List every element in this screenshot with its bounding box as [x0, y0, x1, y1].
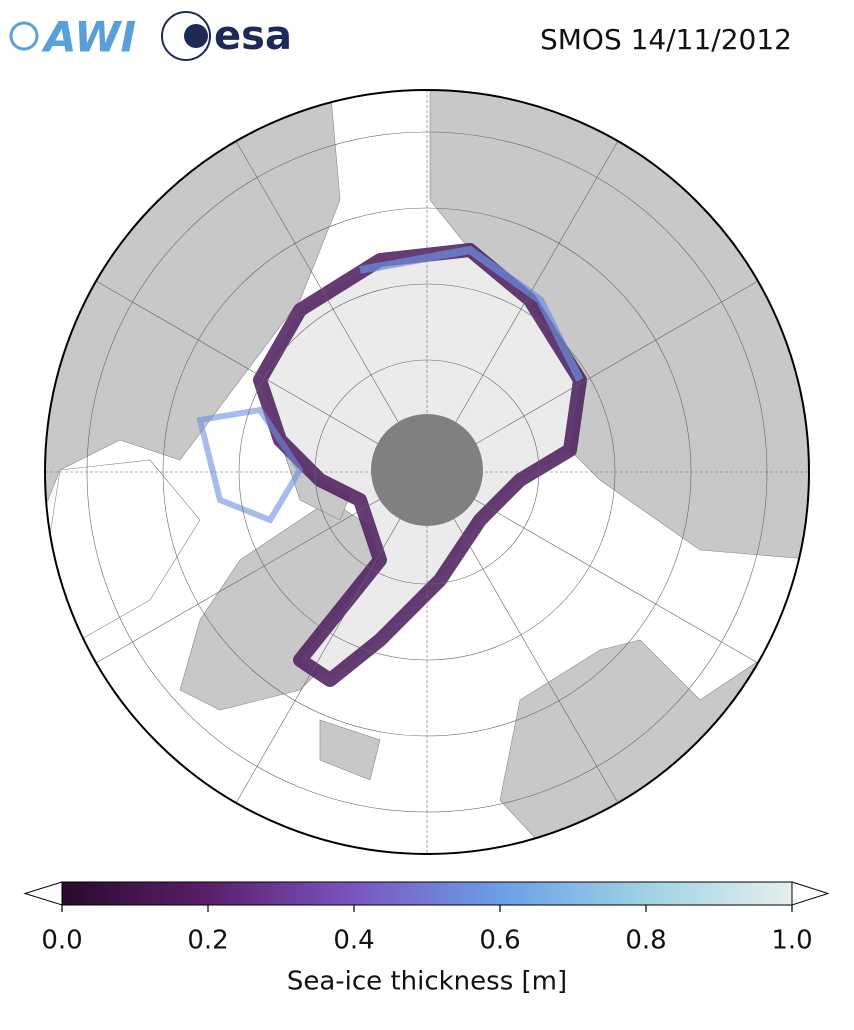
title: SMOS 14/11/2012: [540, 23, 792, 56]
map: [45, 90, 809, 854]
colorbar-scale: [61, 881, 793, 906]
colorbar-tick-label: 0.0: [41, 926, 82, 956]
map-border: [44, 89, 810, 855]
colorbar-tick-label: 0.4: [333, 926, 374, 956]
colorbar-tick-label: 0.2: [187, 926, 228, 956]
colorbar: [23, 881, 830, 912]
awi-logo: AWI: [9, 13, 136, 62]
awi-logo-text: AWI: [41, 13, 136, 62]
colorbar-label: Sea-ice thickness [m]: [287, 967, 567, 997]
colorbar-tick-label: 0.8: [625, 926, 666, 956]
colorbar-tick-label: 0.6: [479, 926, 520, 956]
esa-logo-text: esa: [214, 13, 292, 59]
esa-logo: esa: [161, 11, 292, 61]
colorbar-tick-label: 1.0: [771, 926, 812, 956]
